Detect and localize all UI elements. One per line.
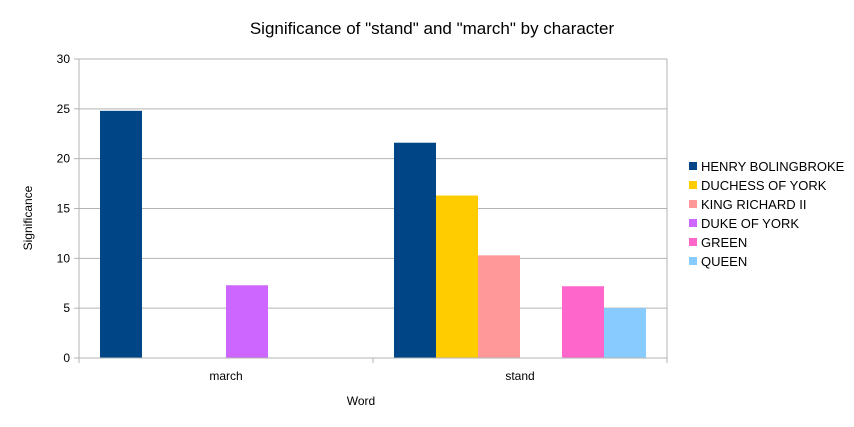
legend-label: DUCHESS OF YORK [701,178,827,193]
y-axis-label: Significance [21,185,35,250]
legend-swatch [689,162,697,170]
y-tick-label: 30 [57,52,71,66]
chart-title: Significance of "stand" and "march" by c… [250,19,615,38]
legend-label: HENRY BOLINGBROKE [701,159,845,174]
legend-label: DUKE OF YORK [701,216,799,231]
bar-queen-stand [604,308,646,358]
legend-label: GREEN [701,235,747,250]
x-tick-labels: march stand [209,369,534,383]
y-tick-label: 15 [57,202,71,216]
legend-label: KING RICHARD II [701,197,806,212]
y-tick-label: 0 [63,351,70,365]
legend-label: QUEEN [701,254,747,269]
y-tick-label: 10 [57,251,71,265]
legend-swatch [689,181,697,189]
legend-swatch [689,219,697,227]
bar-duchess-of-york-stand [436,195,478,358]
legend-swatch [689,200,697,208]
legend: HENRY BOLINGBROKE DUCHESS OF YORK KING RIC… [689,159,845,269]
bars [100,110,646,359]
bar-green-stand [562,286,604,358]
y-tick-label: 20 [57,152,71,166]
bar-king-richard-ii-stand [478,255,520,358]
legend-swatch [689,257,697,265]
bar-henry-bolingbroke-stand [394,142,436,358]
x-tick-label: stand [505,369,534,383]
axes [78,59,668,363]
y-tick-label: 25 [57,102,71,116]
x-axis-label: Word [347,394,375,408]
gridlines [74,58,667,359]
y-tick-label: 5 [63,301,70,315]
y-tick-labels: 0 5 10 15 20 25 30 [57,52,71,365]
x-tick-label: march [209,369,242,383]
bar-henry-bolingbroke-march [100,110,142,359]
legend-swatch [689,238,697,246]
bar-duke-of-york-march [226,285,268,358]
